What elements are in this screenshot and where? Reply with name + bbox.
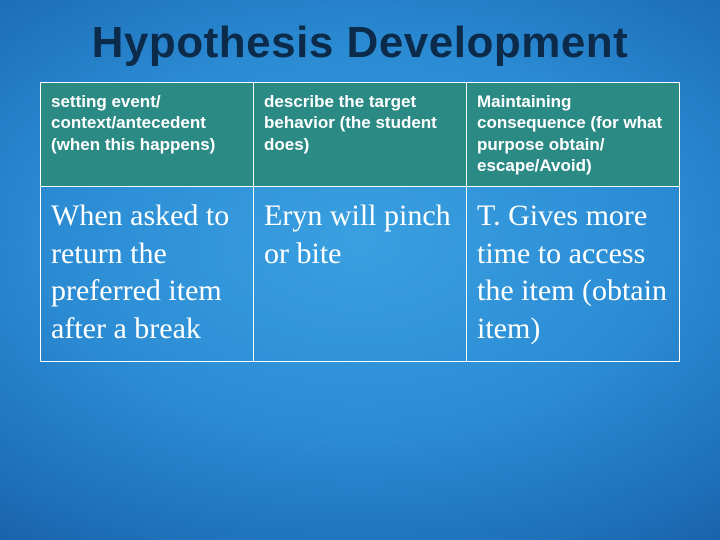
col-header-target-behavior: describe the target behavior (the studen… bbox=[254, 83, 467, 187]
hypothesis-table: setting event/ context/antecedent (when … bbox=[40, 82, 680, 362]
cell-setting-event: When asked to return the preferred item … bbox=[41, 187, 254, 362]
cell-maintaining-consequence: T. Gives more time to access the item (o… bbox=[467, 187, 680, 362]
slide-title: Hypothesis Development bbox=[40, 0, 680, 82]
table-header-row: setting event/ context/antecedent (when … bbox=[41, 83, 680, 187]
table-row: When asked to return the preferred item … bbox=[41, 187, 680, 362]
col-header-maintaining-consequence: Maintaining consequence (for what purpos… bbox=[467, 83, 680, 187]
table-header: setting event/ context/antecedent (when … bbox=[41, 83, 680, 187]
table-body: When asked to return the preferred item … bbox=[41, 187, 680, 362]
slide: Hypothesis Development setting event/ co… bbox=[0, 0, 720, 540]
cell-target-behavior: Eryn will pinch or bite bbox=[254, 187, 467, 362]
col-header-setting-event: setting event/ context/antecedent (when … bbox=[41, 83, 254, 187]
